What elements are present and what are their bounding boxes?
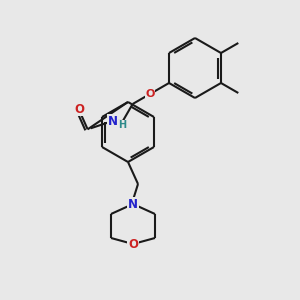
Text: O: O	[145, 89, 155, 99]
Text: H: H	[118, 120, 127, 130]
Text: N: N	[108, 115, 118, 128]
Text: O: O	[75, 103, 85, 116]
Text: O: O	[128, 238, 138, 250]
Text: N: N	[128, 197, 138, 211]
